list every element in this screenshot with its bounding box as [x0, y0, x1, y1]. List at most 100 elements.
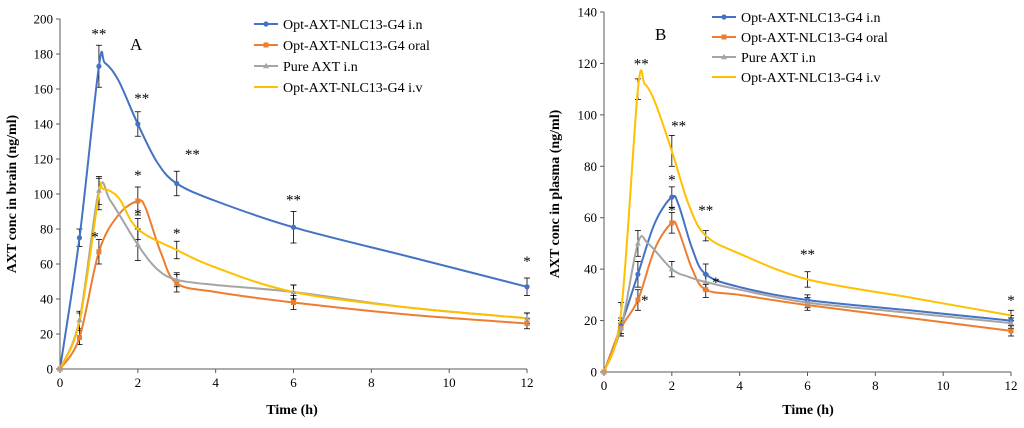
legend-marker — [721, 14, 727, 20]
data-point — [634, 240, 641, 246]
data-point — [134, 241, 141, 247]
y-tick-label: 60 — [40, 257, 53, 272]
significance-annotations: ************* — [634, 57, 1015, 310]
x-tick-label: 10 — [937, 378, 950, 393]
significance-marker: * — [1007, 293, 1015, 309]
data-point — [1008, 328, 1014, 334]
data-point — [668, 265, 675, 272]
data-point — [601, 368, 607, 375]
legend-label: Pure AXT i.n — [741, 51, 816, 66]
legend-label: Opt-AXT-NLC13-G4 i.v — [283, 81, 422, 96]
x-tick-label: 4 — [212, 375, 219, 390]
y-tick-label: 60 — [584, 210, 597, 225]
data-point — [524, 315, 530, 321]
series-lines — [59, 50, 528, 370]
data-point — [76, 235, 83, 241]
data-point — [135, 198, 141, 204]
data-point — [135, 121, 141, 127]
series-lines — [603, 69, 1012, 373]
y-tick-label: 140 — [34, 117, 54, 132]
legend-label: Opt-AXT-NLC13-G4 oral — [741, 31, 888, 46]
x-tick-label: 2 — [135, 375, 142, 390]
y-tick-label: 100 — [34, 187, 54, 202]
y-axis-title: AXT conc in plasma (ng/ml) — [548, 109, 563, 278]
data-point — [174, 180, 180, 187]
data-point — [173, 276, 180, 282]
series-line — [603, 69, 1012, 373]
y-tick-label: 200 — [34, 12, 54, 27]
data-points — [57, 63, 530, 372]
legend-marker — [263, 21, 269, 27]
legend-marker — [721, 34, 727, 40]
significance-annotations: ************* — [91, 26, 530, 270]
x-tick-label: 6 — [290, 375, 297, 390]
legend-entry: Pure AXT i.n — [254, 60, 358, 75]
data-point — [57, 365, 63, 372]
legend-entry: Opt-AXT-NLC13-G4 i.n — [712, 11, 880, 26]
series-line — [603, 235, 1012, 373]
x-tick-label: 8 — [872, 378, 879, 393]
significance-marker: ** — [698, 203, 713, 219]
significance-marker: * — [712, 275, 720, 291]
y-tick-label: 40 — [40, 292, 53, 307]
y-tick-label: 40 — [584, 262, 597, 277]
legend-label: Pure AXT i.n — [283, 60, 358, 75]
data-point — [95, 187, 102, 193]
data-point — [524, 284, 530, 290]
y-axis-title: AXT conc in brain (ng/ml) — [5, 114, 20, 273]
x-tick-label: 0 — [601, 378, 608, 393]
x-axis-title: Time (h) — [266, 403, 318, 418]
data-point — [635, 297, 641, 303]
x-tick-label: 12 — [1005, 378, 1018, 393]
significance-marker: ** — [800, 247, 815, 263]
y-tick-label: 100 — [578, 107, 598, 122]
y-tick-label: 180 — [34, 47, 54, 62]
data-point — [96, 249, 102, 255]
legend-entry: Opt-AXT-NLC13-G4 oral — [712, 31, 888, 46]
significance-marker: * — [668, 172, 676, 188]
y-tick-label: 0 — [591, 365, 598, 380]
legend-marker — [263, 42, 269, 48]
y-tick-label: 80 — [584, 159, 597, 174]
legend-entry: Opt-AXT-NLC13-G4 i.v — [254, 81, 422, 96]
data-point — [96, 63, 102, 69]
x-tick-label: 6 — [804, 378, 811, 393]
data-point — [1008, 319, 1014, 326]
data-point — [703, 287, 709, 293]
y-tick-label: 80 — [40, 222, 53, 237]
legend: Opt-AXT-NLC13-G4 i.n Opt-AXT-NLC13-G4 or… — [254, 18, 430, 96]
data-point — [702, 278, 709, 285]
legend-entry: Opt-AXT-NLC13-G4 oral — [254, 39, 430, 54]
x-tick-label: 2 — [669, 378, 676, 393]
significance-marker: ** — [286, 193, 301, 209]
legend-label: Opt-AXT-NLC13-G4 i.v — [741, 71, 880, 86]
significance-marker: ** — [91, 26, 106, 42]
data-point — [617, 325, 624, 331]
series-line — [59, 181, 528, 370]
y-tick-label: 120 — [34, 152, 54, 167]
y-tick-label: 120 — [578, 56, 598, 71]
data-point — [804, 299, 811, 305]
data-point — [291, 300, 296, 305]
significance-marker: * — [523, 254, 531, 270]
series-line — [59, 199, 528, 370]
data-point — [290, 224, 297, 230]
significance-marker: ** — [134, 91, 149, 107]
legend-marker — [721, 53, 727, 60]
legend-entry: Pure AXT i.n — [712, 51, 816, 66]
significance-marker: * — [134, 207, 142, 223]
series-line — [59, 181, 528, 370]
legend-label: Opt-AXT-NLC13-G4 i.n — [741, 11, 880, 26]
data-points — [601, 194, 1014, 375]
y-tick-label: 140 — [578, 5, 598, 20]
x-tick-label: 12 — [521, 375, 534, 390]
data-point — [76, 316, 83, 323]
data-point — [805, 302, 810, 308]
legend-label: Opt-AXT-NLC13-G4 oral — [283, 39, 430, 54]
significance-marker: * — [134, 168, 142, 184]
data-point — [669, 220, 675, 226]
